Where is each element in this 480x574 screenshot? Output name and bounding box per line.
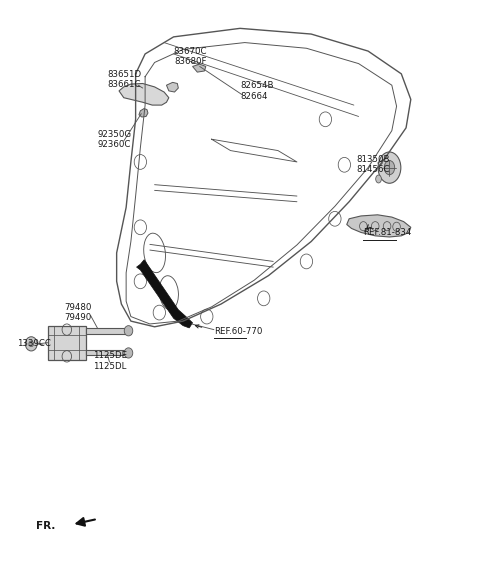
Text: 1339CC: 1339CC bbox=[17, 339, 51, 348]
Polygon shape bbox=[86, 350, 129, 355]
Text: 83670C
83680F: 83670C 83680F bbox=[173, 47, 207, 67]
Text: 1125DE
1125DL: 1125DE 1125DL bbox=[93, 351, 127, 371]
Ellipse shape bbox=[25, 337, 37, 351]
Polygon shape bbox=[139, 108, 148, 117]
Text: 92350G
92360C: 92350G 92360C bbox=[97, 130, 132, 149]
Text: 82654B
82664: 82654B 82664 bbox=[240, 81, 274, 100]
Ellipse shape bbox=[384, 161, 395, 174]
Ellipse shape bbox=[376, 175, 382, 183]
Text: REF.60-770: REF.60-770 bbox=[214, 327, 262, 336]
Text: REF.81-834: REF.81-834 bbox=[363, 228, 412, 238]
Polygon shape bbox=[137, 259, 192, 328]
Polygon shape bbox=[86, 328, 131, 333]
Polygon shape bbox=[48, 325, 86, 360]
Polygon shape bbox=[167, 82, 179, 92]
Ellipse shape bbox=[378, 152, 401, 183]
Circle shape bbox=[124, 325, 133, 336]
Text: 79480
79490: 79480 79490 bbox=[64, 303, 92, 322]
Text: 81350B
81456C: 81350B 81456C bbox=[356, 155, 390, 174]
Polygon shape bbox=[347, 215, 411, 237]
Polygon shape bbox=[119, 83, 169, 105]
Circle shape bbox=[124, 348, 133, 358]
Polygon shape bbox=[192, 64, 206, 72]
Ellipse shape bbox=[29, 341, 34, 347]
Text: 83651D
83661C: 83651D 83661C bbox=[107, 70, 141, 89]
Text: FR.: FR. bbox=[36, 521, 55, 531]
